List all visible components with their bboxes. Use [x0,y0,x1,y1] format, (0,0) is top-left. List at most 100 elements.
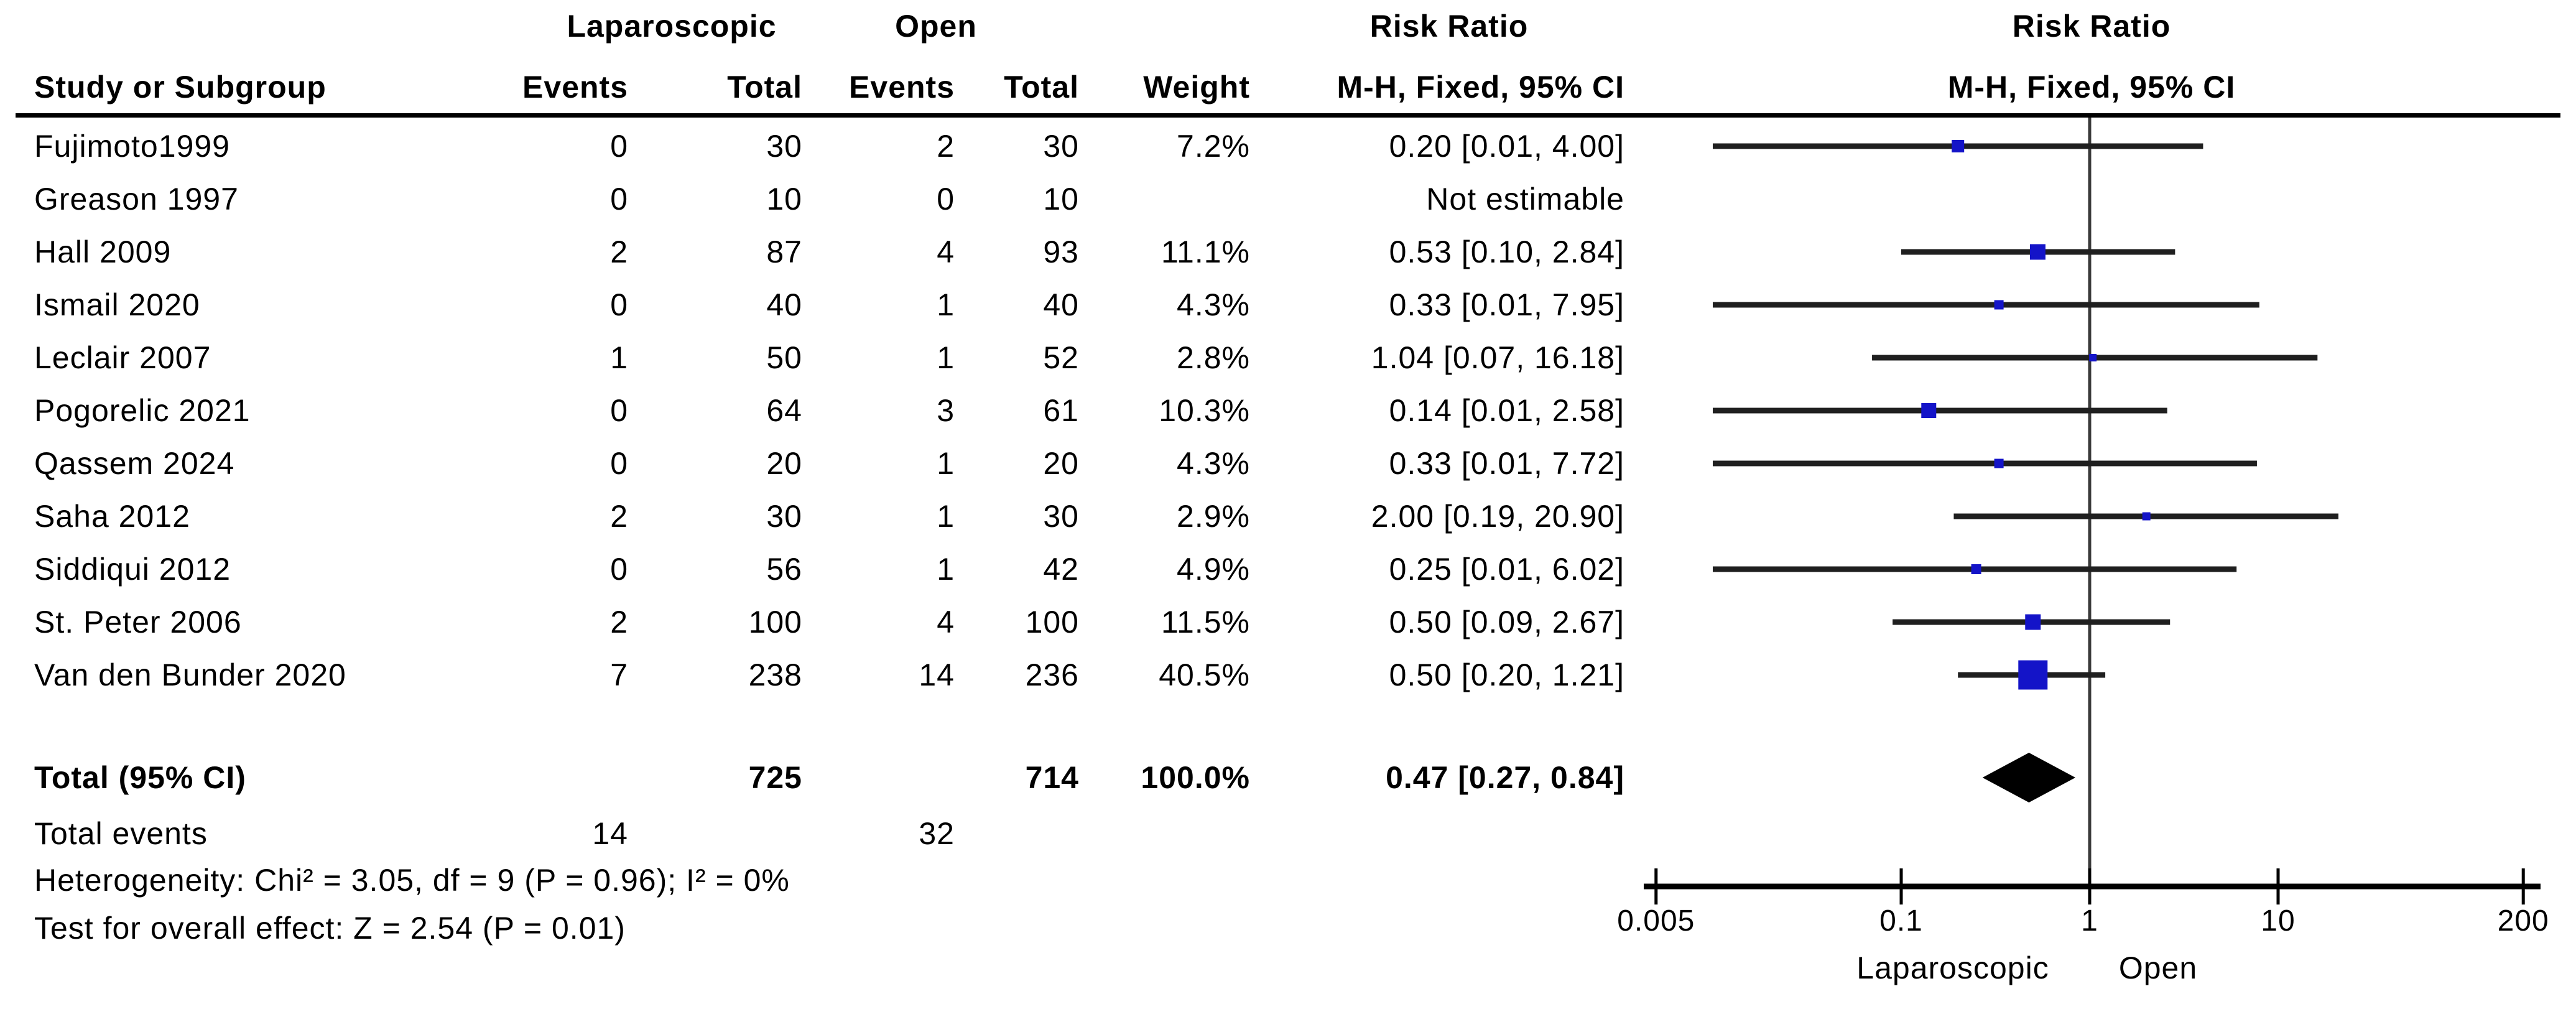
cell-risk-ratio: 0.33 [0.01, 7.95] [1389,287,1624,322]
cell-open-events: 1 [937,446,955,481]
cell-risk-ratio: 0.50 [0.09, 2.67] [1389,605,1624,639]
cell-risk-ratio: 0.33 [0.01, 7.72] [1389,446,1624,481]
total-weight: 100.0% [1141,760,1250,795]
group-header-laparoscopic: Laparoscopic [567,9,777,44]
cell-open-events: 1 [937,552,955,587]
method-column-header-left: M-H, Fixed, 95% CI [1337,70,1624,105]
cell-weight: 2.8% [1177,340,1250,375]
cell-risk-ratio: 0.25 [0.01, 6.02] [1389,552,1624,587]
cell-open-total: 40 [1043,287,1079,322]
total-row-label: Total (95% CI) [34,760,246,795]
cell-weight: 40.5% [1159,658,1250,692]
cell-open-total: 30 [1043,499,1079,534]
cell-lap-events: 0 [610,287,628,322]
cell-risk-ratio: 0.53 [0.10, 2.84] [1389,235,1624,269]
total-open: 714 [1025,760,1079,795]
cell-risk-ratio: 0.14 [0.01, 2.58] [1389,393,1624,428]
risk-ratio-header-left: Risk Ratio [1369,9,1529,44]
cell-lap-total: 10 [766,182,802,216]
cell-lap-events: 0 [610,393,628,428]
effect-square [2142,512,2151,521]
cell-risk-ratio: 2.00 [0.19, 20.90] [1371,499,1624,534]
cell-lap-total: 238 [748,658,802,692]
ci-line [1713,407,2167,414]
effect-square [2029,244,2046,260]
study-name: Fujimoto1999 [34,129,230,164]
lap-total-column-header: Total [727,70,802,105]
effect-square [2025,614,2041,630]
group-header-open: Open [895,9,977,44]
cell-open-events: 4 [937,605,955,639]
cell-open-events: 2 [937,129,955,164]
effect-square [1952,140,1965,152]
cell-open-events: 1 [937,340,955,375]
effect-square [1921,403,1937,418]
cell-open-events: 0 [937,182,955,216]
cell-open-events: 14 [919,658,955,692]
study-name: Hall 2009 [34,235,172,269]
null-line [2088,118,2092,889]
cell-lap-events: 0 [610,129,628,164]
cell-lap-events: 1 [610,340,628,375]
cell-lap-events: 2 [610,499,628,534]
cell-open-events: 1 [937,287,955,322]
cell-open-total: 42 [1043,552,1079,587]
study-name: Qassem 2024 [34,446,235,481]
cell-lap-total: 100 [748,605,802,639]
axis-tick-label: 1 [2081,904,2098,937]
total-events-lap: 14 [592,816,628,851]
study-name: St. Peter 2006 [34,605,242,639]
overall-effect-stat: Test for overall effect: Z = 2.54 (P = 0… [34,911,626,946]
cell-lap-events: 0 [610,446,628,481]
cell-open-total: 20 [1043,446,1079,481]
axis-tick-label: 0.1 [1879,904,1923,937]
total-lap: 725 [748,760,802,795]
cell-weight: 7.2% [1177,129,1250,164]
cell-lap-events: 7 [610,658,628,692]
cell-lap-total: 20 [766,446,802,481]
cell-weight: 4.3% [1177,446,1250,481]
cell-lap-total: 87 [766,235,802,269]
cell-weight: 10.3% [1159,393,1250,428]
summary-diamond [1982,753,2076,802]
weight-column-header: Weight [1143,70,1250,105]
cell-lap-total: 30 [766,129,802,164]
study-name: Van den Bunder 2020 [34,658,346,692]
x-axis [1644,883,2541,890]
lap-events-column-header: Events [522,70,628,105]
cell-lap-events: 2 [610,605,628,639]
study-name: Leclair 2007 [34,340,211,375]
cell-weight: 11.5% [1161,605,1250,639]
cell-risk-ratio: Not estimable [1426,182,1624,216]
cell-risk-ratio: 0.20 [0.01, 4.00] [1389,129,1624,164]
cell-weight: 2.9% [1177,499,1250,534]
study-column-header: Study or Subgroup [34,70,327,105]
cell-open-events: 1 [937,499,955,534]
effect-square [1971,564,1981,574]
cell-risk-ratio: 0.50 [0.20, 1.21] [1389,658,1624,692]
cell-lap-total: 50 [766,340,802,375]
total-events-open: 32 [919,816,955,851]
study-name: Ismail 2020 [34,287,200,322]
cell-open-total: 236 [1025,658,1079,692]
study-name: Pogorelic 2021 [34,393,251,428]
cell-open-total: 93 [1043,235,1079,269]
axis-tick [2521,868,2525,904]
cell-open-total: 30 [1043,129,1079,164]
axis-tick-label: 200 [2497,904,2549,937]
method-column-header-right: M-H, Fixed, 95% CI [1947,70,2236,105]
favours-right-label: Open [2118,951,2198,985]
open-events-column-header: Events [849,70,955,105]
cell-lap-total: 56 [766,552,802,587]
axis-tick [2276,868,2280,904]
cell-open-total: 10 [1043,182,1079,216]
total-events-label: Total events [34,816,208,851]
ci-line [1713,302,2259,308]
cell-open-total: 61 [1043,393,1079,428]
cell-lap-total: 40 [766,287,802,322]
axis-tick [1654,868,1658,904]
study-name: Saha 2012 [34,499,190,534]
risk-ratio-header-right: Risk Ratio [2012,9,2171,44]
